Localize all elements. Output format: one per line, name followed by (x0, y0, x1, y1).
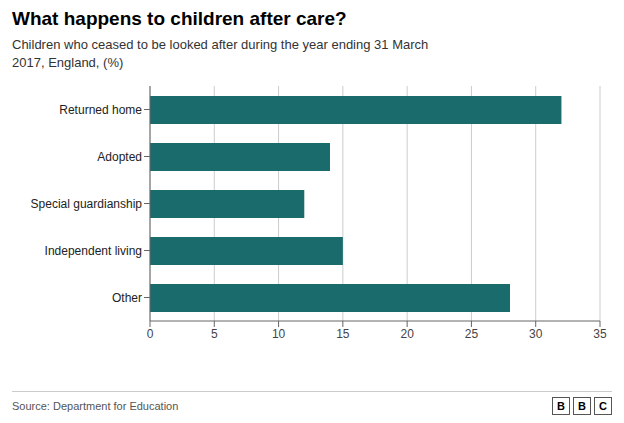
html-text:Source: Department for Educati: Source: Department for Education (12, 400, 179, 412)
svg-text:0: 0 (147, 327, 154, 341)
html-text:B: B (578, 400, 586, 412)
html-text:What happens to children after: What happens to children after care? (12, 8, 347, 29)
svg-text:10: 10 (272, 327, 286, 341)
svg-text:20: 20 (400, 327, 414, 341)
svg-text:Other: Other (112, 291, 142, 305)
svg-text:Returned home: Returned home (59, 103, 142, 117)
html-text:B: B (557, 400, 565, 412)
svg-text:Special guardianship: Special guardianship (31, 197, 143, 211)
svg-text:35: 35 (593, 327, 607, 341)
html-text:C: C (599, 400, 607, 412)
svg-text:Independent living: Independent living (45, 244, 142, 258)
svg-text:5: 5 (211, 327, 218, 341)
html-text:Children who ceased to be look: Children who ceased to be looked after d… (12, 37, 429, 71)
svg-text:Adopted: Adopted (97, 150, 142, 164)
svg-text:15: 15 (336, 327, 350, 341)
svg-text:30: 30 (529, 327, 543, 341)
svg-text:25: 25 (465, 327, 479, 341)
